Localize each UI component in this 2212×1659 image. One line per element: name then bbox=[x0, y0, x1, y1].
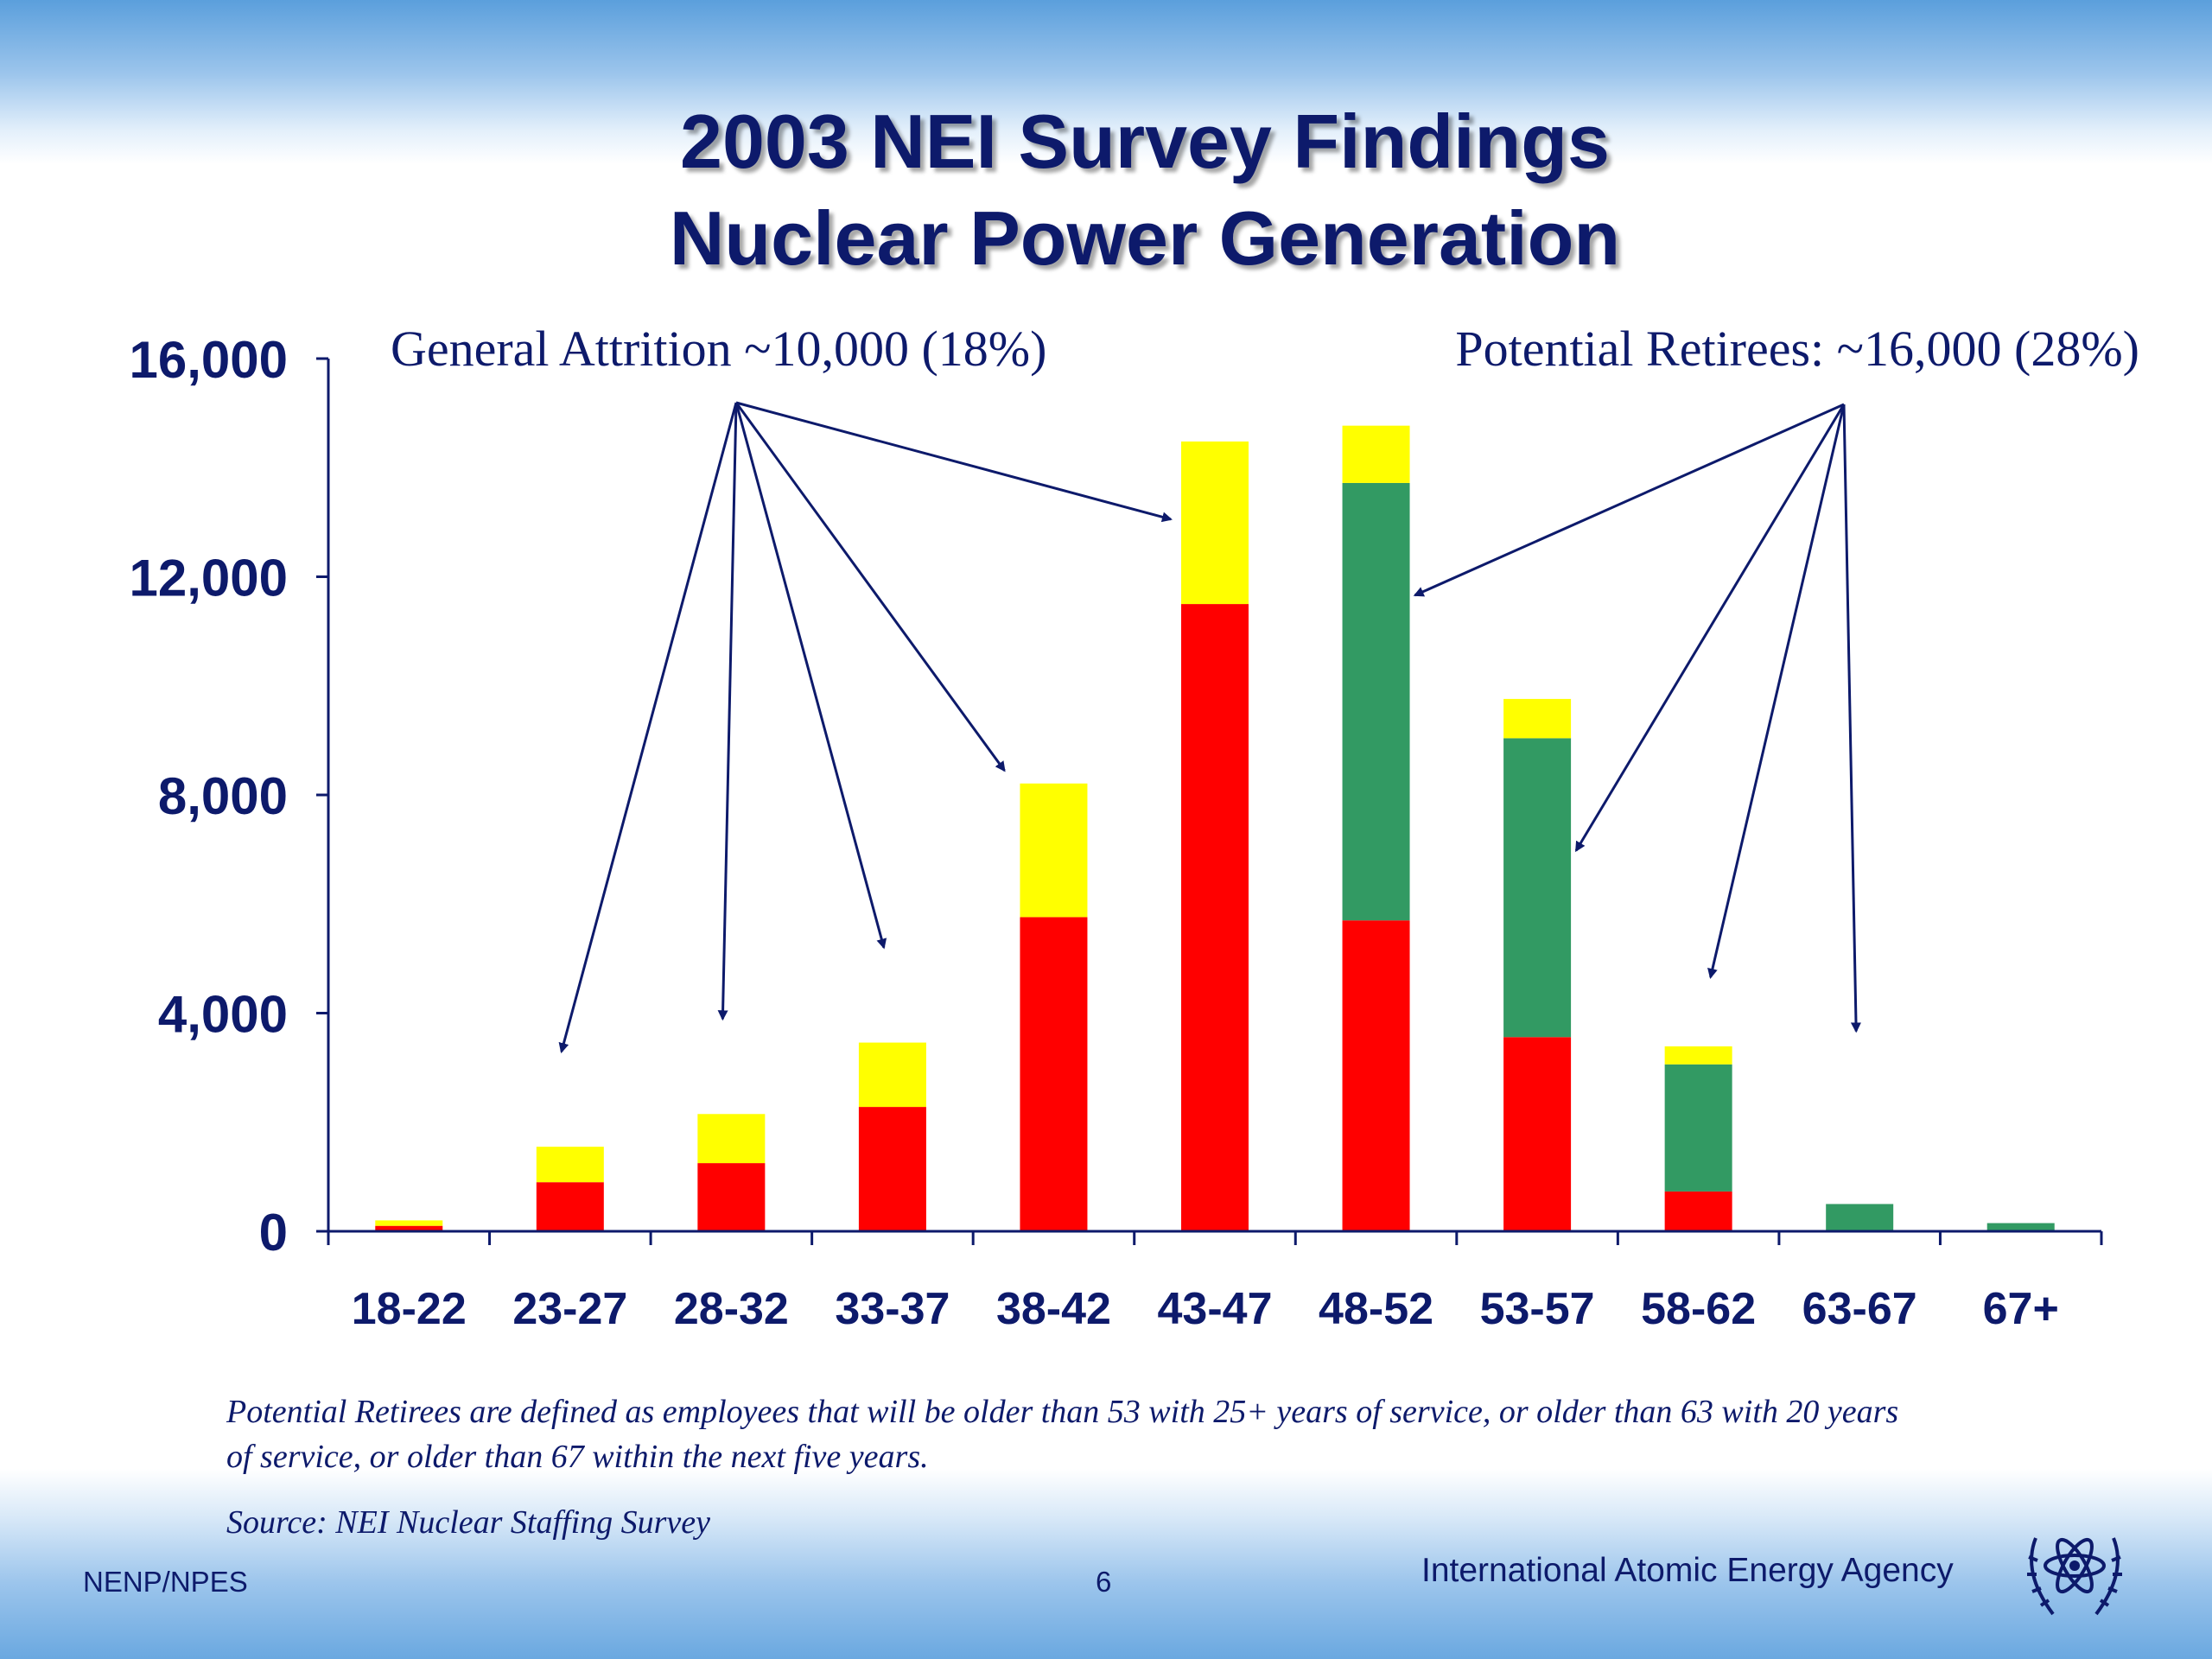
y-tick-label-12000: 12,000 bbox=[129, 550, 288, 607]
x-tick-label-28-32: 28-32 bbox=[674, 1284, 789, 1334]
annotation-arrow-1-53-57 bbox=[1574, 404, 1846, 853]
annotation-label-0: General Attrition ~10,000 (18%) bbox=[391, 321, 1046, 377]
x-tick-label-53-57: 53-57 bbox=[1480, 1284, 1595, 1334]
footer-department: NENP/NPES bbox=[83, 1566, 248, 1598]
footnote-definition: Potential Retirees are defined as employ… bbox=[226, 1394, 1899, 1475]
x-tick-label-43-47: 43-47 bbox=[1158, 1284, 1273, 1334]
bar-segment-67+-s1 bbox=[1986, 1223, 2055, 1231]
iaea-atom-laurel-icon bbox=[2027, 1537, 2122, 1616]
y-tick-label-0: 0 bbox=[259, 1204, 288, 1262]
bar-segment-48-52-s0 bbox=[1342, 920, 1410, 1231]
bar-segment-58-62-s1 bbox=[1664, 1064, 1732, 1192]
bar-segment-48-52-s2 bbox=[1342, 425, 1410, 483]
bar-segment-43-47-s2 bbox=[1181, 441, 1249, 605]
bar-segment-33-37-s0 bbox=[858, 1107, 926, 1231]
y-tick-label-4000: 4,000 bbox=[158, 986, 288, 1044]
annotation-arrow-1-48-52 bbox=[1413, 403, 1845, 597]
x-tick-label-38-42: 38-42 bbox=[996, 1284, 1111, 1334]
title-line-2: Nuclear Power Generation bbox=[669, 195, 1621, 281]
source-citation: Source: NEI Nuclear Staffing Survey bbox=[226, 1504, 711, 1541]
bar-segment-53-57-s0 bbox=[1503, 1037, 1572, 1231]
x-tick-label-58-62: 58-62 bbox=[1641, 1284, 1756, 1334]
footer-gradient-band bbox=[0, 1469, 2212, 1659]
bar-segment-48-52-s1 bbox=[1342, 482, 1410, 921]
bar-segment-58-62-s2 bbox=[1664, 1046, 1732, 1065]
x-tick-label-63-67: 63-67 bbox=[1802, 1284, 1917, 1334]
page-number: 6 bbox=[1096, 1566, 1112, 1598]
bar-segment-38-42-s0 bbox=[1020, 917, 1088, 1231]
annotation-arrow-0-43-47 bbox=[735, 401, 1173, 523]
bar-segment-33-37-s2 bbox=[858, 1042, 926, 1108]
organization-name: International Atomic Energy Agency bbox=[1421, 1552, 1954, 1589]
bar-segment-53-57-s2 bbox=[1503, 698, 1572, 739]
bar-segment-28-32-s2 bbox=[697, 1114, 766, 1164]
annotation-arrow-1-63-67 bbox=[1842, 404, 1861, 1033]
bar-segment-18-22-s2 bbox=[375, 1220, 443, 1226]
annotation-arrow-0-38-42 bbox=[734, 402, 1006, 772]
annotation-arrow-0-33-37 bbox=[734, 402, 887, 950]
bar-segment-28-32-s0 bbox=[697, 1163, 766, 1231]
bar-segment-63-67-s1 bbox=[1826, 1204, 1894, 1231]
bar-segment-23-27-s0 bbox=[536, 1182, 604, 1231]
bar-segment-23-27-s2 bbox=[536, 1147, 604, 1183]
annotation-label-1: Potential Retirees: ~16,000 (28%) bbox=[1455, 321, 2139, 377]
bar-segment-53-57-s1 bbox=[1503, 738, 1572, 1038]
annotation-arrow-0-28-32 bbox=[717, 402, 738, 1021]
x-tick-label-48-52: 48-52 bbox=[1319, 1284, 1433, 1334]
y-tick-label-16000: 16,000 bbox=[129, 331, 288, 389]
x-tick-label-23-27: 23-27 bbox=[512, 1284, 627, 1334]
x-tick-label-67+: 67+ bbox=[1983, 1284, 2059, 1334]
header-gradient-band bbox=[0, 0, 2212, 164]
bar-segment-18-22-s0 bbox=[375, 1225, 443, 1231]
annotation-arrow-0-23-27 bbox=[558, 402, 738, 1054]
stacked-bar-chart: 0 4,000 8,000 12,000 16,000 18-22 23-27 28-32 33… bbox=[129, 321, 2139, 1334]
slide-title: 2003 NEI Survey Findings Nuclear Power G… bbox=[0, 93, 2212, 287]
title-line-1: 2003 NEI Survey Findings bbox=[680, 99, 1610, 184]
x-tick-label-18-22: 18-22 bbox=[352, 1284, 467, 1334]
x-tick-label-33-37: 33-37 bbox=[835, 1284, 950, 1334]
bar-segment-38-42-s2 bbox=[1020, 783, 1088, 918]
y-tick-label-8000: 8,000 bbox=[158, 767, 288, 825]
bar-segment-43-47-s0 bbox=[1181, 604, 1249, 1231]
bar-segment-58-62-s0 bbox=[1664, 1191, 1732, 1231]
annotation-arrow-1-58-62 bbox=[1707, 404, 1846, 979]
